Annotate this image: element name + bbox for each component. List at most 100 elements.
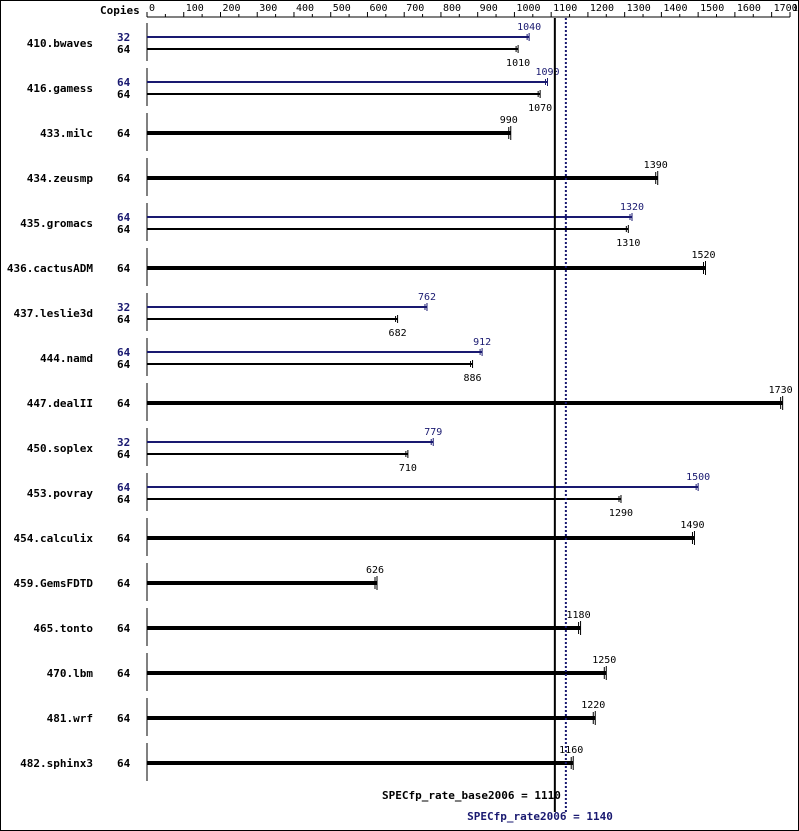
base-value: 1290 — [609, 508, 633, 519]
peak-copies: 64 — [117, 346, 131, 359]
base-copies: 64 — [117, 262, 131, 275]
peak-copies: 32 — [117, 301, 130, 314]
base-copies: 64 — [117, 448, 131, 461]
base-copies: 64 — [117, 223, 131, 236]
base-copies: 64 — [117, 667, 131, 680]
base-copies: 64 — [117, 712, 131, 725]
x-tick-label: 200 — [222, 3, 240, 14]
benchmark-name: 437.leslie3d — [14, 307, 93, 320]
benchmark-name: 447.dealII — [27, 397, 93, 410]
base-value: 1160 — [559, 745, 583, 756]
benchmark-name: 434.zeusmp — [27, 172, 94, 185]
x-tick-label: 600 — [369, 3, 387, 14]
base-value: 1250 — [592, 655, 616, 666]
benchmark-row: 434.zeusmp 64 1390 — [27, 158, 668, 196]
benchmark-row: 433.milc 64 990 — [40, 113, 518, 151]
x-tick-label: 1600 — [737, 3, 761, 14]
benchmark-row: 470.lbm 64 1250 — [47, 653, 616, 691]
x-tick-label: 900 — [480, 3, 498, 14]
base-copies: 64 — [117, 577, 131, 590]
peak-copies: 64 — [117, 211, 131, 224]
benchmark-name: 450.soplex — [27, 442, 94, 455]
base-value: 1520 — [691, 250, 715, 261]
benchmark-name: 465.tonto — [33, 622, 93, 635]
x-tick-label: 1200 — [590, 3, 614, 14]
benchmark-row: 482.sphinx3 64 1160 — [20, 743, 583, 781]
peak-value: 762 — [418, 292, 436, 303]
x-tick-label: 400 — [296, 3, 314, 14]
base-ref-label: SPECfp_rate_base2006 = 1110 — [382, 789, 561, 802]
benchmark-name: 453.povray — [27, 487, 94, 500]
base-value: 682 — [389, 328, 407, 339]
base-value: 1310 — [616, 238, 640, 249]
peak-value: 779 — [424, 427, 442, 438]
base-copies: 64 — [117, 532, 131, 545]
base-value: 710 — [399, 463, 417, 474]
benchmark-row: 436.cactusADM 64 1520 — [7, 248, 716, 286]
peak-ref-label: SPECfp_rate2006 = 1140 — [467, 810, 613, 823]
benchmark-name: 481.wrf — [47, 712, 93, 725]
benchmark-row: 465.tonto 64 1180 — [33, 608, 591, 646]
benchmark-name: 459.GemsFDTD — [14, 577, 94, 590]
base-copies: 64 — [117, 397, 131, 410]
benchmark-name: 444.namd — [40, 352, 93, 365]
benchmark-row: 437.leslie3d 32 762 64 682 — [14, 292, 436, 339]
peak-value: 1040 — [517, 22, 541, 33]
x-tick-label: 300 — [259, 3, 277, 14]
copies-header: Copies — [100, 4, 140, 17]
peak-value: 1090 — [535, 67, 559, 78]
x-tick-label: 100 — [186, 3, 204, 14]
x-tick-label: 800 — [443, 3, 461, 14]
base-copies: 64 — [117, 622, 131, 635]
base-copies: 64 — [117, 43, 131, 56]
benchmark-row: 410.bwaves 32 1040 64 1010 — [27, 22, 541, 69]
benchmark-rows: 410.bwaves 32 1040 64 1010 416.gamess 64 1090 64… — [7, 22, 793, 781]
benchmark-row: 454.calculix 64 1490 — [14, 518, 705, 556]
base-copies: 64 — [117, 493, 131, 506]
x-tick-label: 1500 — [700, 3, 724, 14]
peak-copies: 32 — [117, 436, 130, 449]
base-value: 1220 — [581, 700, 605, 711]
base-value: 990 — [500, 115, 518, 126]
x-tick-label: 500 — [333, 3, 351, 14]
benchmark-name: 435.gromacs — [20, 217, 93, 230]
peak-copies: 64 — [117, 76, 131, 89]
x-tick-label: 1400 — [663, 3, 687, 14]
x-tick-label: 1300 — [627, 3, 651, 14]
base-value: 1070 — [528, 103, 552, 114]
base-value: 886 — [464, 373, 482, 384]
base-value: 1730 — [769, 385, 793, 396]
base-copies: 64 — [117, 127, 131, 140]
benchmark-row: 450.soplex 32 779 64 710 — [27, 427, 442, 474]
benchmark-name: 433.milc — [40, 127, 93, 140]
x-tick-label: 1700 — [774, 3, 798, 14]
benchmark-name: 410.bwaves — [27, 37, 93, 50]
peak-copies: 64 — [117, 481, 131, 494]
benchmark-row: 435.gromacs 64 1320 64 1310 — [20, 202, 644, 249]
base-value: 1490 — [680, 520, 704, 531]
base-copies: 64 — [117, 313, 131, 326]
x-axis: 0 100 200 300 400 500 600 700 800 900 1000 1100 1200… — [146, 3, 799, 18]
benchmark-row: 481.wrf 64 1220 — [47, 698, 605, 736]
benchmark-name: 470.lbm — [47, 667, 94, 680]
benchmark-name: 436.cactusADM — [7, 262, 93, 275]
base-value: 1010 — [506, 58, 530, 69]
x-tick-label: 1100 — [553, 3, 577, 14]
x-tick-label: 700 — [406, 3, 424, 14]
reference-lines: SPECfp_rate_base2006 = 1110 SPECfp_rate20… — [382, 18, 613, 823]
benchmark-row: 416.gamess 64 1090 64 1070 — [27, 67, 560, 114]
x-tick-label: 1750 — [792, 3, 799, 14]
benchmark-row: 447.dealII 64 1730 — [27, 383, 793, 421]
peak-copies: 32 — [117, 31, 130, 44]
base-copies: 64 — [117, 172, 131, 185]
benchmark-row: 459.GemsFDTD 64 626 — [14, 563, 384, 601]
base-copies: 64 — [117, 358, 131, 371]
benchmark-name: 416.gamess — [27, 82, 93, 95]
peak-value: 912 — [473, 337, 491, 348]
benchmark-row: 453.povray 64 1500 64 1290 — [27, 472, 710, 519]
base-value: 1390 — [644, 160, 668, 171]
x-tick-label: 1000 — [516, 3, 540, 14]
base-value: 1180 — [567, 610, 591, 621]
